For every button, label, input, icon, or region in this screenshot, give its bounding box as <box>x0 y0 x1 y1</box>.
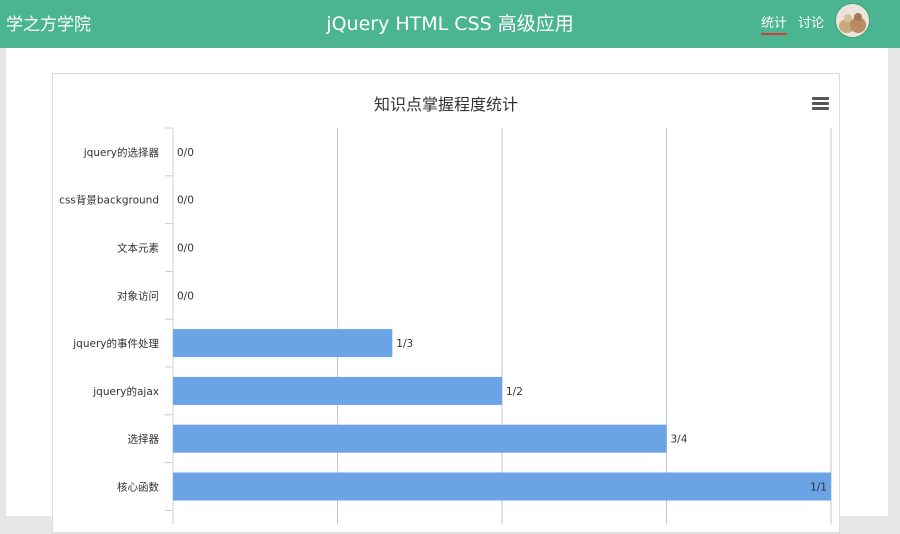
data-label: 0/0 <box>177 195 194 207</box>
chart-title: 知识点掌握程度统计 <box>373 95 518 114</box>
bar-chart: jquery的选择器 0/0 css背景background 0/0 文本元素 0/0 对象… <box>59 127 832 524</box>
bar <box>173 376 502 405</box>
bar <box>173 329 393 358</box>
user-avatar[interactable] <box>836 4 869 37</box>
nav-discuss-link[interactable]: 讨论 <box>798 12 824 31</box>
chart-menu-button[interactable] <box>812 97 829 111</box>
category-label: jquery的事件处理 <box>72 337 159 350</box>
category-label: 文本元素 <box>117 242 159 255</box>
data-label: 0/0 <box>177 147 194 159</box>
hamburger-menu-icon <box>812 97 829 100</box>
data-label: 0/0 <box>177 290 194 302</box>
category-label: 核心函数 <box>117 481 159 494</box>
brand-logo-text[interactable]: 学之方学院 <box>6 15 91 35</box>
category-label: 对象访问 <box>117 289 159 302</box>
nav-discuss-label: 讨论 <box>798 16 825 31</box>
course-title-text: jQuery HTML CSS 高级应用 <box>326 13 574 35</box>
bar <box>173 472 831 501</box>
category-label: css背景background <box>59 194 159 207</box>
data-label: 1/2 <box>506 386 523 398</box>
nav-stats-link[interactable]: 统计 <box>761 12 788 35</box>
course-title: jQuery HTML CSS 高级应用 <box>0 9 900 36</box>
category-label: jquery的选择器 <box>83 146 160 159</box>
active-tab-underline <box>761 33 788 35</box>
category-label: jquery的ajax <box>92 385 159 398</box>
bar <box>173 424 667 453</box>
hamburger-menu-icon <box>812 107 829 110</box>
data-label: 1/3 <box>396 338 413 350</box>
hamburger-menu-icon <box>812 102 829 105</box>
chart-card: 知识点掌握程度统计 jquery的选择器 0/0 css背景background 0/… <box>52 73 840 533</box>
top-bar: 学之方学院 jQuery HTML CSS 高级应用 统计 讨论 <box>0 0 900 48</box>
avatar-icon <box>836 4 869 37</box>
data-label: 0/0 <box>177 243 194 255</box>
data-label: 1/1 <box>810 482 827 494</box>
category-label: 选择器 <box>128 433 160 446</box>
data-label: 3/4 <box>671 434 688 446</box>
nav-stats-label: 统计 <box>761 16 788 31</box>
